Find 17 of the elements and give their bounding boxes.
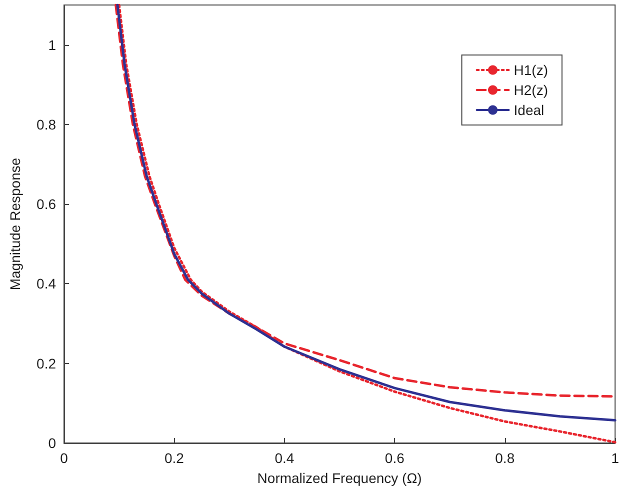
y-tick-label: 0.8 (36, 116, 56, 132)
legend-label: H1(z) (514, 62, 548, 78)
x-tick-label: 0 (60, 450, 68, 466)
x-tick-label: 1 (611, 450, 620, 466)
legend-label: H2(z) (514, 82, 548, 98)
y-axis-title: Magnitude Response (7, 158, 23, 290)
legend-label: Ideal (514, 102, 544, 118)
x-tick-label: 0.6 (384, 450, 405, 466)
x-tick-label: 0.8 (495, 450, 515, 466)
y-tick-label: 0.2 (36, 355, 56, 372)
x-axis-title: Normalized Frequency (Ω) (257, 470, 422, 486)
x-tick-label: 0.2 (164, 450, 184, 466)
y-tick-label: 0.6 (36, 196, 56, 212)
x-tick-label: 0.4 (274, 450, 294, 466)
y-tick-label: 0.4 (36, 276, 56, 292)
y-tick-label: 0 (48, 435, 56, 451)
y-tick-label: 1 (48, 36, 56, 53)
